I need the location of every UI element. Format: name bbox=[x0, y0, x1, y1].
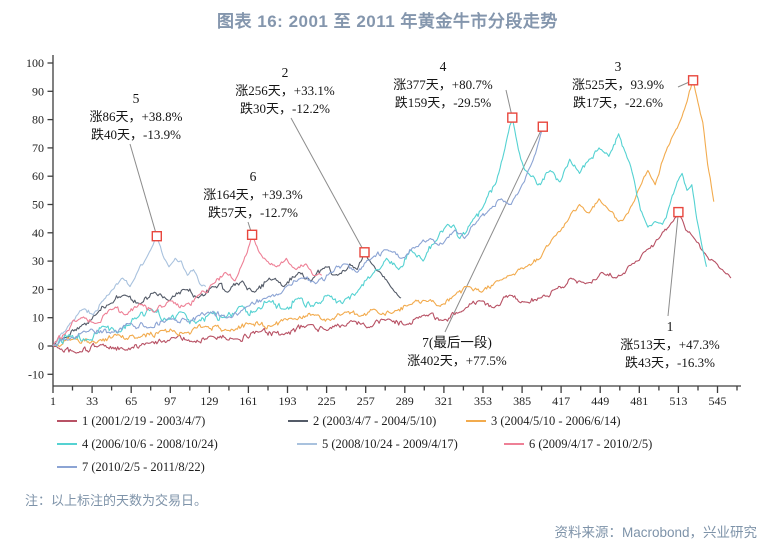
series-line-6 bbox=[52, 234, 323, 347]
y-tick-label: 0 bbox=[38, 339, 44, 353]
peak-marker bbox=[507, 112, 518, 123]
legend-label: 7 (2010/2/5 - 2011/8/22) bbox=[82, 459, 205, 474]
peak-marker bbox=[359, 247, 370, 258]
x-tick-label: 65 bbox=[125, 394, 137, 408]
x-tick-label: 33 bbox=[86, 394, 98, 408]
leader-line bbox=[444, 126, 544, 333]
legend-label: 3 (2004/5/10 - 2006/6/14) bbox=[491, 413, 621, 428]
source-text: 资料来源：Macrobond，兴业研究 bbox=[554, 525, 757, 540]
leader-line bbox=[129, 143, 158, 237]
legend-swatch bbox=[297, 443, 317, 445]
peak-marker bbox=[246, 229, 258, 241]
legend-item-2: 2 (2003/4/7 - 2004/5/10) bbox=[288, 413, 436, 429]
peak-marker bbox=[537, 121, 548, 132]
legend-swatch bbox=[504, 443, 524, 445]
series-line-5 bbox=[52, 235, 207, 347]
legend-label: 1 (2001/2/19 - 2003/4/7) bbox=[82, 413, 206, 428]
x-tick-label: 289 bbox=[396, 394, 414, 408]
x-tick-label: 1 bbox=[50, 394, 56, 408]
y-tick-label: 60 bbox=[32, 169, 44, 183]
series-line-2 bbox=[52, 251, 402, 347]
x-tick-label: 161 bbox=[239, 394, 257, 408]
legend-label: 4 (2006/10/6 - 2008/10/24) bbox=[82, 436, 218, 451]
x-tick-label: 417 bbox=[552, 394, 570, 408]
y-tick-label: 20 bbox=[32, 282, 44, 296]
y-tick-label: -10 bbox=[28, 367, 44, 381]
leader-line bbox=[667, 212, 679, 317]
legend: 1 (2001/2/19 - 2003/4/7) 2 (2003/4/7 - 2… bbox=[0, 408, 775, 480]
chart-title: 图表 16: 2001 至 2011 年黄金牛市分段走势 bbox=[217, 12, 558, 31]
chart-canvas: -10 0 10 20 30 40 50 60 70 80 90 100 1 33 65 97 129 161 19… bbox=[26, 55, 741, 408]
x-tick-label: 513 bbox=[669, 394, 687, 408]
legend-swatch bbox=[57, 420, 77, 422]
legend-swatch bbox=[57, 443, 77, 445]
x-tick-label: 385 bbox=[513, 394, 531, 408]
x-tick-label: 545 bbox=[709, 394, 727, 408]
peak-marker bbox=[151, 230, 163, 242]
x-tick-label: 353 bbox=[474, 394, 492, 408]
legend-item-6: 6 (2009/4/17 - 2010/2/5) bbox=[504, 436, 652, 452]
x-tick-label: 193 bbox=[279, 394, 297, 408]
x-tick-label: 321 bbox=[435, 394, 453, 408]
legend-item-7: 7 (2010/2/5 - 2011/8/22) bbox=[57, 459, 205, 475]
legend-swatch bbox=[57, 466, 77, 468]
legend-item-4: 4 (2006/10/6 - 2008/10/24) bbox=[57, 436, 218, 452]
y-tick-label: 90 bbox=[32, 84, 44, 98]
series-line-7 bbox=[52, 126, 544, 347]
series-line-4 bbox=[52, 117, 708, 347]
legend-item-3: 3 (2004/5/10 - 2006/6/14) bbox=[466, 413, 621, 429]
y-tick-label: 30 bbox=[32, 254, 44, 268]
legend-item-5: 5 (2008/10/24 - 2009/4/17) bbox=[297, 436, 458, 452]
x-tick-label: 257 bbox=[357, 394, 375, 408]
peak-marker bbox=[673, 206, 684, 218]
leader-line bbox=[290, 117, 365, 253]
series-line-1 bbox=[52, 211, 732, 354]
x-tick-label: 481 bbox=[630, 394, 648, 408]
x-tick-label: 449 bbox=[591, 394, 609, 408]
y-tick-label: 80 bbox=[32, 113, 44, 127]
legend-swatch bbox=[466, 420, 486, 422]
x-tick-label: 225 bbox=[318, 394, 336, 408]
series-line-3 bbox=[52, 79, 715, 348]
x-tick-label: 129 bbox=[200, 394, 218, 408]
legend-label: 5 (2008/10/24 - 2009/4/17) bbox=[322, 436, 458, 451]
legend-label: 6 (2009/4/17 - 2010/2/5) bbox=[529, 436, 653, 451]
note-text: 注：以上标注的天数为交易日。 bbox=[25, 493, 208, 508]
y-tick-label: 40 bbox=[32, 226, 44, 240]
y-tick-label: 10 bbox=[32, 311, 44, 325]
peak-marker bbox=[687, 75, 699, 86]
y-tick-label: 100 bbox=[26, 56, 44, 70]
legend-item-1: 1 (2001/2/19 - 2003/4/7) bbox=[57, 413, 205, 429]
x-tick-label: 97 bbox=[164, 394, 176, 408]
y-tick-label: 50 bbox=[32, 198, 44, 212]
legend-swatch bbox=[288, 420, 308, 422]
y-tick-label: 70 bbox=[32, 141, 44, 155]
legend-label: 2 (2003/4/7 - 2004/5/10) bbox=[313, 413, 437, 428]
